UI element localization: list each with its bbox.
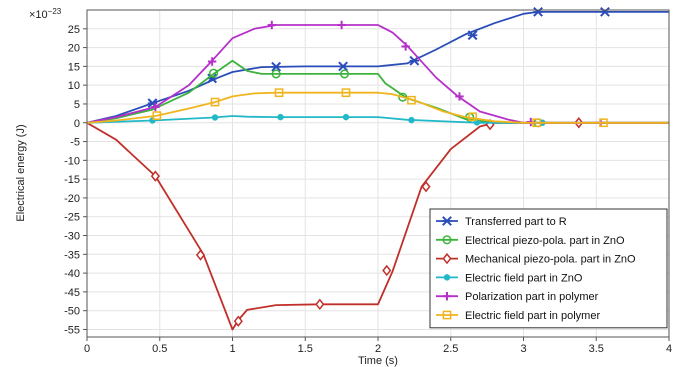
y-tick-label: -25 [64, 212, 80, 224]
data-point [150, 170, 160, 182]
y-tick-label: -55 [64, 324, 80, 336]
data-point [382, 264, 392, 277]
legend: Transferred part to R Electrical piezo-po… [429, 208, 668, 329]
data-point [599, 118, 608, 128]
data-point [339, 69, 350, 79]
x-tick-label: 4 [666, 343, 672, 355]
x-tick-label: 3.5 [589, 343, 604, 355]
y-multiplier-exponent: −23 [48, 7, 62, 16]
data-point [271, 61, 282, 72]
y-tick-label: -30 [64, 231, 80, 243]
data-point [337, 20, 346, 30]
series-line [86, 59, 669, 124]
data-point [277, 113, 284, 121]
x-tick-label: 0 [84, 343, 90, 355]
series-4 [86, 20, 669, 127]
y-tick-label: 0 [74, 118, 80, 130]
legend-item: Electrical piezo-pola. part in ZnO [436, 235, 625, 247]
data-point [209, 68, 219, 78]
data-point [152, 111, 162, 120]
y-tick-label: -50 [64, 306, 80, 318]
y-axis: 25 20 15 10 5 0 -5 -10 -15 -20 -25 -30 -35 -40 -45 -50 -… [64, 24, 87, 336]
data-point [421, 180, 431, 193]
data-point [207, 57, 217, 66]
x-tick-label: 1 [229, 343, 235, 355]
data-point [600, 6, 610, 17]
data-point [315, 298, 325, 311]
legend-item: Polarization part in polymer [436, 291, 599, 303]
y-tick-label: -45 [64, 287, 80, 299]
legend-label: Mechanical piezo-pola. part in ZnO [465, 254, 636, 266]
data-point [408, 116, 415, 124]
x-axis-label: Time (s) [358, 355, 398, 367]
data-point [195, 249, 206, 261]
legend-marker [442, 310, 452, 320]
x-tick-label: 2.5 [443, 343, 458, 355]
y-tick-label: -15 [64, 174, 80, 186]
y-tick-label: -40 [64, 268, 80, 280]
series-line [86, 91, 669, 124]
series-5 [86, 88, 669, 128]
legend-label: Electric field part in ZnO [465, 272, 583, 284]
data-point [468, 112, 477, 122]
data-point [467, 30, 478, 41]
legend-marker [442, 292, 452, 301]
legend-item: Electric field part in ZnO [436, 272, 583, 284]
legend-label: Electrical piezo-pola. part in ZnO [465, 235, 625, 247]
legend-item: Electric field part in polymer [436, 310, 600, 322]
data-point [455, 92, 464, 101]
data-point [401, 42, 410, 51]
data-point [532, 118, 541, 128]
series-line [86, 121, 669, 331]
y-tick-label: 25 [68, 24, 80, 36]
y-tick-label: 15 [68, 61, 80, 73]
data-point [211, 114, 219, 121]
legend-marker [442, 235, 452, 245]
legend-box [429, 208, 668, 329]
x-tick-label: 1.5 [298, 343, 313, 355]
series-group [86, 6, 669, 331]
series-2 [86, 117, 669, 331]
y-tick-label: -35 [64, 249, 80, 261]
data-point [533, 6, 543, 17]
series-line [86, 10, 669, 124]
data-point [338, 61, 348, 72]
y-tick-label: -20 [64, 193, 80, 205]
data-point [210, 97, 220, 107]
y-axis-label: Electrical energy (J) [15, 124, 27, 221]
data-point [341, 88, 351, 98]
data-point [233, 315, 243, 327]
legend-label: Transferred part to R [465, 216, 567, 228]
y-tick-label: 5 [74, 99, 80, 111]
legend-item: Transferred part to R [436, 216, 567, 228]
data-point [274, 88, 284, 98]
legend-marker [442, 216, 452, 226]
x-tick-label: 2 [375, 343, 381, 355]
legend-marker [442, 252, 452, 265]
legend-label: Polarization part in polymer [465, 291, 599, 303]
y-multiplier-base: ×10 [29, 9, 48, 21]
legend-marker [443, 274, 451, 281]
y-tick-label: -5 [70, 137, 80, 149]
legend-item: Mechanical piezo-pola. part in ZnO [436, 252, 636, 266]
y-tick-label: 20 [68, 43, 80, 55]
data-point [151, 102, 160, 112]
data-point [271, 69, 281, 79]
x-axis: 0 0.5 1 1.5 2 2.5 3 3.5 4 [84, 337, 672, 355]
y-multiplier: ×10−23 [29, 7, 62, 21]
data-point [342, 113, 350, 121]
data-point [267, 20, 276, 30]
series-line [86, 24, 669, 124]
x-tick-label: 0.5 [152, 343, 167, 355]
x-tick-label: 3 [520, 343, 526, 355]
y-tick-label: -10 [64, 155, 80, 167]
data-point [407, 95, 416, 105]
y-tick-label: 10 [68, 80, 80, 92]
legend-label: Electric field part in polymer [465, 310, 600, 322]
data-point [149, 117, 156, 124]
